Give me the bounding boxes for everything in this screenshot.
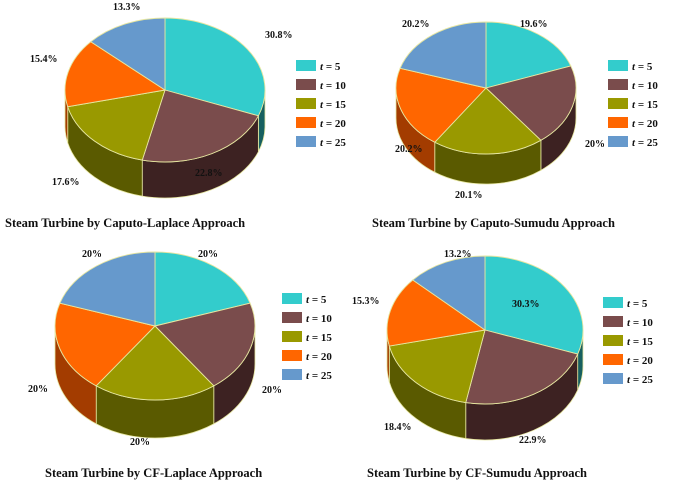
pie-slice-4 bbox=[64, 41, 167, 108]
legend-swatch-5 bbox=[608, 136, 628, 147]
pie-slice-5 bbox=[399, 21, 487, 89]
chart-title: Steam Turbine by CF-Laplace Approach bbox=[45, 466, 262, 480]
legend-swatch-2 bbox=[282, 312, 302, 323]
legend: t = 5 t = 10 t = 15 t = 20 t = 25 bbox=[282, 293, 332, 382]
legend-label-2: t = 10 bbox=[320, 80, 346, 92]
legend-swatch-1 bbox=[282, 293, 302, 304]
slice-label-4: 20.2% bbox=[395, 144, 423, 155]
legend-swatch-5 bbox=[296, 136, 316, 147]
legend-swatch-2 bbox=[608, 79, 628, 90]
legend-label-5: t = 25 bbox=[320, 137, 346, 149]
slice-label-4: 20% bbox=[28, 384, 48, 395]
legend-swatch-3 bbox=[608, 98, 628, 109]
pie-slice-5 bbox=[59, 251, 156, 327]
slice-label-1: 19.6% bbox=[520, 19, 548, 30]
slice-label-5: 20.2% bbox=[402, 19, 430, 30]
legend-label-4: t = 20 bbox=[306, 351, 332, 363]
legend-swatch-4 bbox=[608, 117, 628, 128]
slice-label-1: 30.8% bbox=[265, 30, 293, 41]
pie-slice-2 bbox=[465, 329, 579, 405]
pie-slice-3 bbox=[95, 325, 215, 401]
pie-slice-4 bbox=[54, 302, 156, 387]
pie-sides bbox=[395, 87, 577, 185]
slice-label-3: 20.1% bbox=[455, 190, 483, 201]
legend-swatch-1 bbox=[608, 60, 628, 71]
slice-label-2: 22.9% bbox=[519, 435, 547, 446]
pie-slice-3 bbox=[434, 87, 542, 155]
legend-swatch-4 bbox=[603, 354, 623, 365]
slice-label-1: 20% bbox=[198, 249, 218, 260]
slice-label-2: 22.8% bbox=[195, 168, 223, 179]
pie-slice-1 bbox=[154, 251, 251, 327]
pie-slice-3 bbox=[388, 329, 486, 404]
legend-label-3: t = 15 bbox=[306, 332, 332, 344]
pie-slice-1 bbox=[485, 21, 572, 89]
legend-swatch-5 bbox=[603, 373, 623, 384]
pie-slice-4 bbox=[386, 279, 487, 347]
pie-slice-2 bbox=[141, 89, 260, 163]
pie-chart-1: 30.8%22.8%17.6%15.4%13.3%t = 5t = 10t = … bbox=[5, 2, 346, 230]
legend-swatch-5 bbox=[282, 369, 302, 380]
slice-label-1: 30.3% bbox=[512, 299, 540, 310]
legend-label-2: t = 10 bbox=[632, 80, 658, 92]
legend-swatch-4 bbox=[296, 117, 316, 128]
pie-slice-1 bbox=[164, 17, 266, 117]
legend-label-2: t = 10 bbox=[306, 313, 332, 325]
legend-label-5: t = 25 bbox=[627, 374, 653, 386]
legend-swatch-1 bbox=[603, 297, 623, 308]
legend: t = 5 t = 10 t = 15 t = 20 t = 25 bbox=[603, 297, 653, 386]
pie-slice-5 bbox=[412, 255, 486, 331]
legend-label-5: t = 25 bbox=[306, 370, 332, 382]
pie-slice-4 bbox=[395, 67, 487, 143]
legend-swatch-3 bbox=[296, 98, 316, 109]
legend-label-1: t = 5 bbox=[320, 61, 341, 73]
legend-swatch-1 bbox=[296, 60, 316, 71]
slice-label-4: 15.4% bbox=[30, 54, 58, 65]
slice-label-3: 20% bbox=[130, 437, 150, 448]
pie-chart-4: 30.3%22.9%18.4%15.3%13.2%t = 5t = 10t = … bbox=[352, 249, 653, 480]
legend-swatch-2 bbox=[603, 316, 623, 327]
legend-label-5: t = 25 bbox=[632, 137, 658, 149]
legend-label-3: t = 15 bbox=[627, 336, 653, 348]
legend: t = 5 t = 10 t = 15 t = 20 t = 25 bbox=[608, 60, 658, 149]
legend-swatch-4 bbox=[282, 350, 302, 361]
pie-slice-1 bbox=[484, 255, 584, 355]
legend-label-1: t = 5 bbox=[627, 298, 648, 310]
legend-swatch-2 bbox=[296, 79, 316, 90]
pie-slice-2 bbox=[154, 302, 256, 387]
slice-label-3: 18.4% bbox=[384, 422, 412, 433]
pie-slice-5 bbox=[90, 17, 166, 91]
chart-title: Steam Turbine by Caputo-Sumudu Approach bbox=[372, 216, 615, 230]
pie-chart-3: 20%20%20%20%20%t = 5t = 10t = 15t = 20t … bbox=[28, 249, 332, 480]
slice-label-5: 13.3% bbox=[113, 2, 141, 13]
legend: t = 5 t = 10 t = 15 t = 20 t = 25 bbox=[296, 60, 346, 149]
pie-chart-2: 19.6% 20% 20.1% 20.2% 20.2% t = 5 t = 10 t = 15… bbox=[372, 19, 658, 230]
slice-label-5: 20% bbox=[82, 249, 102, 260]
legend-label-4: t = 20 bbox=[627, 355, 653, 367]
legend-swatch-3 bbox=[282, 331, 302, 342]
legend-label-1: t = 5 bbox=[632, 61, 653, 73]
legend-label-3: t = 15 bbox=[632, 99, 658, 111]
legend-label-1: t = 5 bbox=[306, 294, 327, 306]
legend-label-3: t = 15 bbox=[320, 99, 346, 111]
slice-label-2: 20% bbox=[585, 139, 605, 150]
legend-label-2: t = 10 bbox=[627, 317, 653, 329]
legend-label-4: t = 20 bbox=[632, 118, 658, 130]
slice-label-5: 13.2% bbox=[444, 249, 472, 260]
slice-label-4: 15.3% bbox=[352, 296, 380, 307]
slice-label-3: 17.6% bbox=[52, 177, 80, 188]
pie-slice-3 bbox=[67, 89, 166, 161]
legend-swatch-3 bbox=[603, 335, 623, 346]
pie-slice-2 bbox=[485, 65, 577, 141]
chart-title: Steam Turbine by CF-Sumudu Approach bbox=[367, 466, 587, 480]
chart-title: Steam Turbine by Caputo-Laplace Approach bbox=[5, 216, 245, 230]
slice-label-2: 20% bbox=[262, 385, 282, 396]
legend-label-4: t = 20 bbox=[320, 118, 346, 130]
